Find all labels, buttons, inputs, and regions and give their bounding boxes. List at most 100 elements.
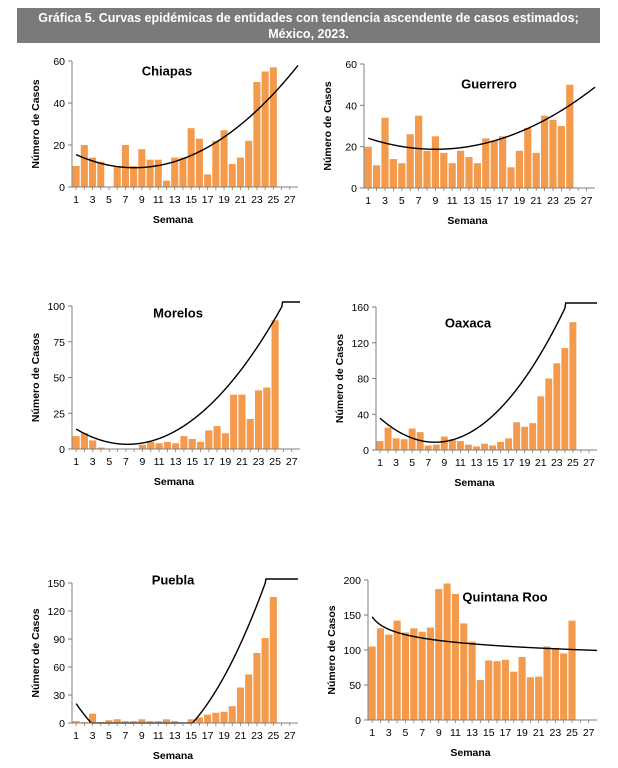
- x-tick-label: 1: [369, 727, 375, 739]
- bar-week-15: [188, 438, 196, 449]
- bar-week-24: [561, 348, 569, 450]
- x-tick-label: 3: [90, 456, 96, 468]
- bar-week-19: [220, 130, 228, 187]
- x-tick-label: 1: [73, 194, 79, 206]
- x-tick-label: 9: [139, 194, 145, 206]
- x-tick-label: 13: [466, 727, 478, 739]
- x-axis-label: Semana: [153, 750, 193, 762]
- trend-line: [367, 86, 596, 150]
- bar-week-7: [121, 145, 129, 187]
- bar-week-1: [376, 441, 384, 450]
- x-tick-label: 17: [202, 194, 214, 206]
- x-tick-label: 5: [106, 730, 112, 742]
- y-tick-label: 25: [53, 408, 65, 420]
- bar-week-14: [179, 157, 187, 187]
- bar-week-14: [180, 436, 188, 449]
- bar-week-6: [410, 628, 418, 720]
- bar-week-1: [364, 146, 372, 188]
- x-tick-label: 25: [564, 195, 576, 207]
- bar-week-21: [532, 152, 540, 188]
- y-tick-label: 200: [343, 575, 361, 587]
- bar-week-12: [163, 441, 171, 449]
- chart-title: Oaxaca: [445, 316, 492, 331]
- bar-week-25: [569, 322, 577, 450]
- bar-week-8: [432, 444, 440, 450]
- y-tick-label: 100: [47, 301, 65, 313]
- bar-week-2: [384, 427, 392, 450]
- bar-week-7: [418, 631, 426, 720]
- bar-week-3: [89, 157, 97, 187]
- x-tick-label: 5: [106, 456, 112, 468]
- bar-week-25: [269, 597, 277, 723]
- x-tick-label: 27: [583, 457, 595, 469]
- y-tick-label: 50: [349, 680, 361, 692]
- bar-week-9: [431, 136, 440, 188]
- bar-week-13: [171, 721, 179, 723]
- bar-week-7: [121, 721, 129, 723]
- x-tick-label: 21: [530, 195, 542, 207]
- bar-week-21: [535, 676, 543, 720]
- bar-week-7: [424, 445, 432, 450]
- bar-week-6: [113, 719, 121, 723]
- x-tick-label: 27: [284, 194, 296, 206]
- y-tick-label: 160: [351, 302, 369, 314]
- y-tick-label: 0: [355, 715, 361, 727]
- x-tick-label: 5: [403, 727, 409, 739]
- bar-week-20: [228, 163, 236, 187]
- bar-week-9: [435, 589, 443, 720]
- y-tick-label: 120: [47, 606, 65, 618]
- bar-week-2: [376, 628, 385, 720]
- bar-week-22: [540, 115, 549, 188]
- bar-week-24: [560, 653, 568, 720]
- x-tick-label: 15: [185, 194, 197, 206]
- y-tick-label: 100: [343, 645, 361, 657]
- x-tick-label: 7: [416, 195, 422, 207]
- bar-week-20: [230, 394, 238, 449]
- x-tick-label: 11: [153, 730, 164, 742]
- x-tick-label: 1: [73, 456, 79, 468]
- bar-week-16: [195, 717, 203, 723]
- x-tick-label: 25: [268, 194, 280, 206]
- bar-week-11: [155, 443, 163, 449]
- bar-week-14: [481, 443, 488, 450]
- x-tick-label: 5: [106, 194, 112, 206]
- x-tick-label: 21: [535, 457, 547, 469]
- bar-week-8: [423, 150, 431, 188]
- bar-week-5: [401, 632, 410, 720]
- x-tick-label: 5: [409, 457, 415, 469]
- bar-week-11: [451, 594, 460, 720]
- bar-week-10: [448, 439, 456, 450]
- y-axis-label: Número de Casos: [326, 605, 338, 694]
- bar-week-10: [440, 152, 448, 188]
- y-tick-label: 40: [357, 409, 369, 421]
- y-tick-label: 30: [53, 690, 65, 702]
- x-tick-label: 3: [393, 457, 399, 469]
- bar-week-21: [537, 396, 545, 451]
- x-tick-label: 7: [122, 194, 128, 206]
- y-tick-label: 60: [53, 662, 65, 674]
- y-tick-label: 50: [53, 373, 65, 385]
- x-tick-label: 25: [269, 456, 281, 468]
- y-tick-label: 0: [59, 444, 65, 456]
- x-tick-label: 9: [139, 730, 145, 742]
- bar-week-17: [498, 136, 507, 188]
- bar-week-23: [253, 82, 261, 187]
- x-tick-label: 9: [436, 727, 442, 739]
- bar-week-6: [113, 166, 121, 187]
- x-tick-label: 19: [519, 457, 531, 469]
- y-axis-label: Número de Casos: [334, 334, 346, 423]
- bar-week-12: [162, 719, 171, 723]
- bar-week-16: [490, 140, 498, 188]
- x-tick-label: 27: [286, 456, 298, 468]
- bar-week-3: [89, 713, 97, 723]
- chart-title: Quintana Roo: [462, 590, 547, 605]
- bar-week-14: [473, 163, 482, 188]
- y-tick-label: 80: [357, 374, 369, 386]
- bar-week-12: [460, 623, 468, 720]
- y-tick-label: 150: [47, 578, 65, 590]
- bar-week-8: [426, 627, 435, 720]
- x-tick-label: 25: [567, 457, 579, 469]
- bar-week-10: [146, 721, 154, 723]
- bar-week-4: [97, 161, 105, 187]
- y-tick-label: 20: [345, 142, 357, 154]
